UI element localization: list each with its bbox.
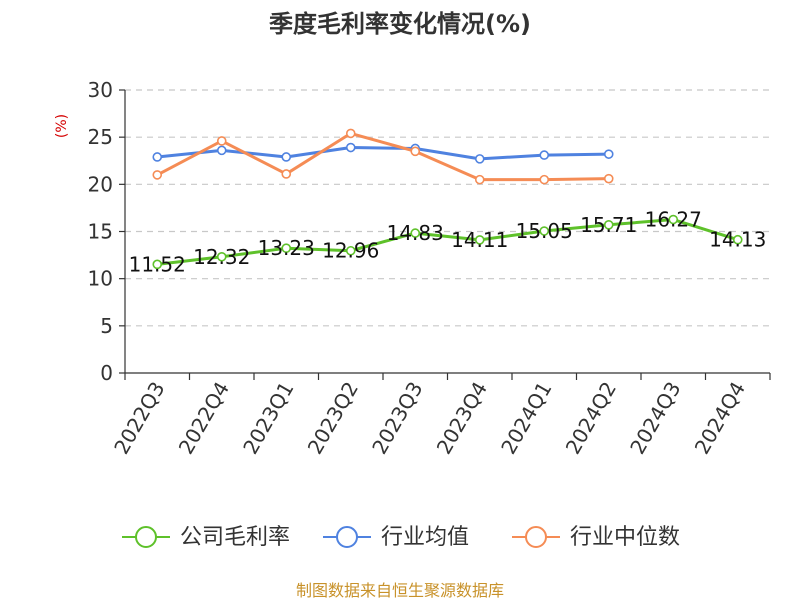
y-tick-label: 20 xyxy=(88,172,113,196)
data-point xyxy=(216,251,227,262)
x-tick-label: 2024Q4 xyxy=(690,378,750,459)
data-point xyxy=(539,226,550,236)
data-point xyxy=(152,170,163,180)
data-point xyxy=(603,173,614,184)
legend-label: 公司毛利率 xyxy=(180,525,290,550)
legend-item: 公司毛利率 xyxy=(122,525,290,550)
data-point xyxy=(410,146,421,157)
data-point xyxy=(345,142,356,153)
data-label: 16.27 xyxy=(645,208,702,232)
data-labels: 11.52 12.32 13.23 12.96 14.83 14.11 15.05 15.71… xyxy=(129,208,767,277)
y-tick-label: 30 xyxy=(88,78,113,102)
data-point xyxy=(152,152,163,162)
data-label: 15.71 xyxy=(580,213,637,237)
legend-swatch-marker xyxy=(336,526,358,548)
data-label: 14.13 xyxy=(709,228,766,252)
y-tick-label: 10 xyxy=(88,267,113,291)
data-label: 11.52 xyxy=(129,252,186,276)
data-point xyxy=(539,174,550,185)
data-point xyxy=(216,136,227,146)
data-point xyxy=(152,259,163,270)
series-line xyxy=(157,218,739,266)
legend-swatch-marker xyxy=(525,526,547,548)
data-point xyxy=(345,245,356,256)
x-tick-label: 2024Q1 xyxy=(496,378,556,459)
data-label: 14.83 xyxy=(387,221,444,245)
data-label: 12.96 xyxy=(322,239,379,263)
x-tick-label: 2024Q2 xyxy=(561,378,621,459)
y-axis-label: (%) xyxy=(54,114,70,138)
x-tick-label: 2022Q4 xyxy=(174,378,234,459)
data-point xyxy=(474,235,485,245)
data-point xyxy=(281,152,292,162)
x-tick-label: 2023Q4 xyxy=(432,378,492,459)
legend: 公司毛利率 行业均值 行业中位数 xyxy=(122,525,680,550)
grid-lines xyxy=(125,89,770,327)
source-note: 制图数据来自恒生聚源数据库 xyxy=(296,581,504,600)
chart-title: 季度毛利率变化情况(%) xyxy=(269,10,531,38)
y-tick-label: 0 xyxy=(100,361,113,385)
data-label: 12.32 xyxy=(193,245,250,269)
y-tick-label: 5 xyxy=(100,314,113,338)
legend-label: 行业中位数 xyxy=(570,525,680,550)
legend-label: 行业均值 xyxy=(381,525,469,550)
x-tick-label: 2024Q3 xyxy=(625,378,685,459)
data-point xyxy=(603,220,614,230)
data-point xyxy=(216,145,227,156)
legend-item: 行业中位数 xyxy=(512,525,680,550)
legend-swatch-marker xyxy=(135,526,157,548)
data-point xyxy=(474,174,485,185)
series-line xyxy=(157,146,609,161)
x-tick-label: 2023Q3 xyxy=(367,378,427,459)
x-tick-label: 2023Q2 xyxy=(303,378,363,459)
data-point xyxy=(603,149,614,159)
legend-item: 行业均值 xyxy=(323,525,469,550)
data-point xyxy=(410,228,421,238)
data-label: 13.23 xyxy=(258,236,315,260)
data-point xyxy=(539,150,550,160)
x-tick-label: 2022Q3 xyxy=(109,378,169,459)
data-point xyxy=(345,128,356,139)
y-tick-label: 25 xyxy=(88,125,113,149)
y-tick-label: 15 xyxy=(88,220,113,244)
series-lines xyxy=(152,128,743,270)
data-point xyxy=(281,243,292,253)
data-label: 14.11 xyxy=(451,228,508,252)
data-point xyxy=(668,214,679,225)
data-point xyxy=(732,234,743,245)
series-line xyxy=(156,131,609,182)
data-label: 15.05 xyxy=(516,219,573,243)
x-tick-label: 2023Q1 xyxy=(238,378,298,459)
data-point xyxy=(474,154,485,164)
data-point xyxy=(281,169,292,179)
